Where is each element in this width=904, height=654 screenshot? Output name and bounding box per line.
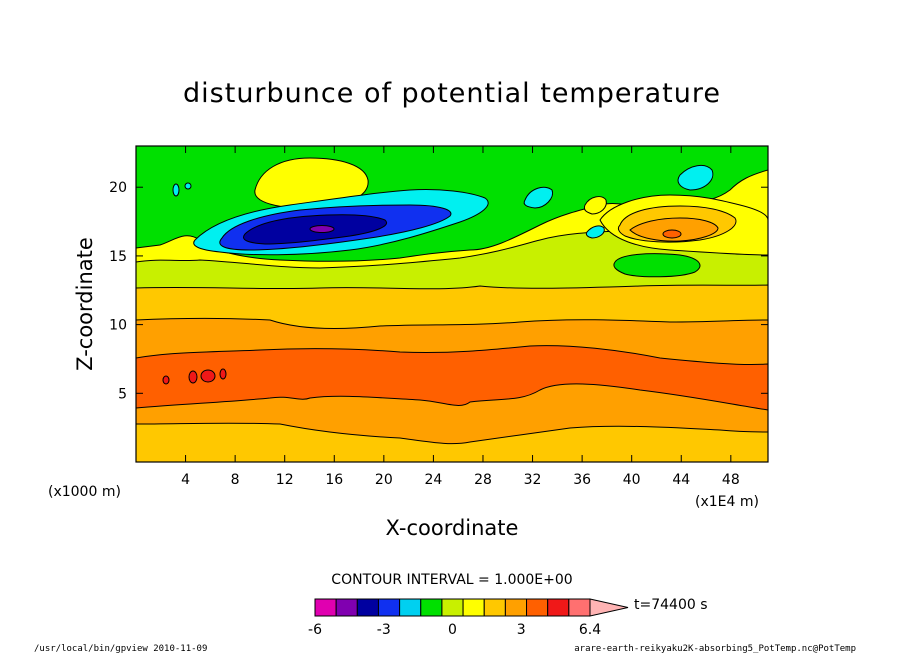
field-red-spot-4 [219,368,227,380]
colorbar: -6 -3 0 3 6.4 [308,598,629,638]
plot-frame [135,145,769,463]
field-yellow-blob-rightmid [583,196,607,215]
x-axis-label: X-coordinate [386,516,519,540]
colorbar-tick-label: 6.4 [579,622,601,638]
x-unit-label: (x1000 m) [48,484,121,500]
colorbar-segment [420,598,443,617]
y-tick-label: 5 [118,386,127,402]
colorbar-segment [568,598,591,617]
x-tick-label: 16 [325,472,343,488]
footer-right: arare-earth-reikyaku2K-absorbing5_PotTem… [574,644,856,654]
colorbar-tick-label: -3 [377,622,391,638]
field-warm-right-orange [629,217,719,242]
x-tick-label: 28 [474,472,492,488]
x-scale-note: (x1E4 m) [695,494,759,510]
time-label: t=74400 s [634,597,708,613]
field-purple-core [309,225,335,233]
x-tick-label: 8 [231,472,240,488]
field-cyan-blob-2 [523,186,554,209]
colorbar-tick-label: 3 [517,622,526,638]
field-green-blob-right [613,253,701,278]
colorbar-segment [441,598,464,617]
field-red-spot-1 [162,375,170,385]
colorbar-arrow [589,598,629,617]
field-layer-6 [136,422,768,462]
y-tick-label: 10 [109,318,127,334]
plot-area [135,145,769,463]
colorbar-segment [314,598,337,617]
y-axis-ticks: 5 10 15 20 [109,180,768,402]
colorbar-segment [504,598,528,617]
x-tick-label: 4 [181,472,190,488]
colorbar-tick-label: -6 [308,622,322,638]
field-cyan-blob-3 [585,225,605,239]
field-warm-right-core [662,229,682,239]
y-tick-label: 15 [109,249,127,265]
footer-left: /usr/local/bin/gpview 2010-11-09 [34,644,207,654]
x-tick-label: 44 [672,472,690,488]
colorbar-segment [547,598,570,617]
x-tick-label: 48 [722,472,740,488]
field-red-spot-2 [188,370,198,384]
colorbar-segment [462,598,485,617]
x-tick-label: 40 [623,472,641,488]
x-tick-label: 32 [524,472,542,488]
colorbar-segment [377,598,401,617]
colorbar-segment [483,598,506,617]
colorbar-segment [399,598,422,617]
colorbar-segment [356,598,379,617]
field-cyan-blob-5 [184,182,192,190]
field-red-spot-3 [200,369,216,383]
y-axis-label: Z-coordinate [73,237,97,371]
field-cyan-blob-4 [172,183,180,197]
field-cyan-blob-1 [677,164,714,191]
contour-interval: CONTOUR INTERVAL = 1.000E+00 [331,572,572,588]
x-axis-ticks: 4 8 12 16 20 24 28 32 36 40 44 48 [181,146,740,488]
chart-title: disturbunce of potential temperature [183,78,721,109]
x-tick-label: 36 [573,472,591,488]
colorbar-tick-label: 0 [448,622,457,638]
colorbar-segment [335,598,358,617]
y-tick-label: 20 [109,180,127,196]
x-tick-label: 20 [375,472,393,488]
x-tick-label: 12 [276,472,294,488]
colorbar-segment [526,598,549,617]
x-tick-label: 24 [424,472,442,488]
